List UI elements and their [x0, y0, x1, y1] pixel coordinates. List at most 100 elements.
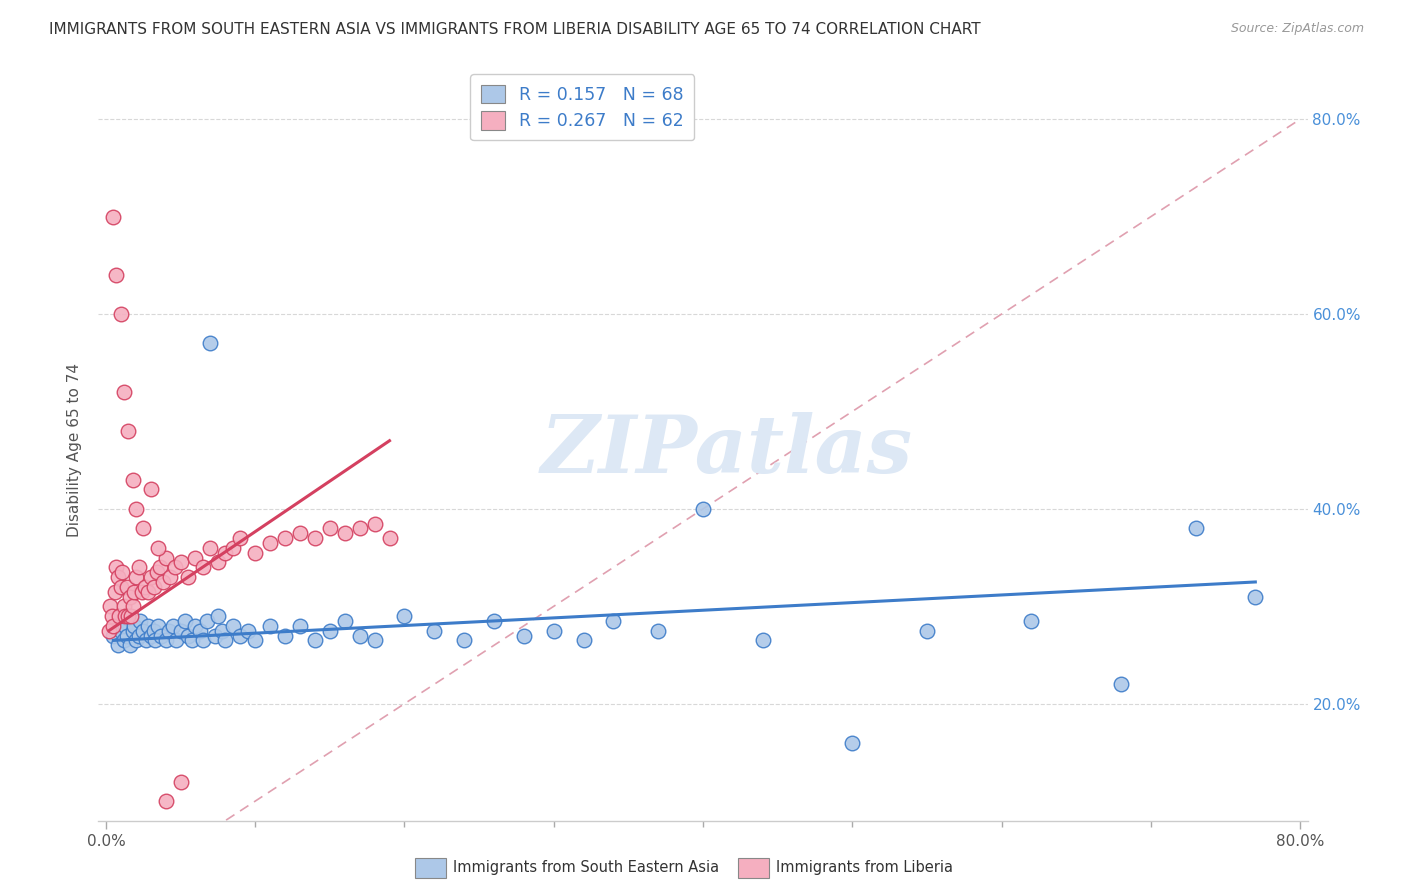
Point: [222, 619, 245, 633]
Point: [146, 541, 169, 555]
Point: [103, 628, 125, 642]
Point: [118, 638, 141, 652]
Point: [117, 609, 139, 624]
Point: [184, 550, 207, 565]
Point: [163, 560, 186, 574]
Point: [288, 619, 311, 633]
Point: [118, 590, 141, 604]
Point: [304, 531, 326, 545]
Point: [288, 526, 311, 541]
Point: [155, 794, 177, 808]
Text: Immigrants from South Eastern Asia: Immigrants from South Eastern Asia: [453, 861, 718, 875]
Point: [165, 633, 187, 648]
Point: [136, 584, 159, 599]
Point: [128, 560, 150, 574]
Point: [259, 619, 281, 633]
Point: [101, 609, 124, 624]
Point: [143, 633, 166, 648]
Point: [915, 624, 938, 638]
Point: [121, 473, 143, 487]
Point: [513, 628, 536, 642]
Point: [108, 609, 131, 624]
Point: [135, 633, 157, 648]
Point: [169, 556, 191, 570]
Point: [132, 521, 155, 535]
Point: [105, 619, 128, 633]
Point: [378, 531, 401, 545]
Point: [139, 628, 162, 642]
Point: [169, 624, 191, 638]
Point: [207, 556, 229, 570]
Text: Source: ZipAtlas.com: Source: ZipAtlas.com: [1230, 22, 1364, 36]
Point: [112, 599, 135, 614]
Point: [125, 570, 148, 584]
Point: [142, 624, 165, 638]
Text: Immigrants from Liberia: Immigrants from Liberia: [776, 861, 953, 875]
Point: [319, 521, 342, 535]
Point: [243, 633, 266, 648]
Point: [274, 531, 297, 545]
Point: [214, 546, 236, 560]
Point: [243, 546, 266, 560]
Point: [150, 628, 173, 642]
Point: [177, 628, 200, 642]
Point: [107, 570, 129, 584]
Point: [117, 609, 139, 624]
Point: [149, 560, 172, 574]
Point: [214, 633, 236, 648]
Point: [159, 570, 181, 584]
Point: [259, 536, 281, 550]
Point: [174, 614, 197, 628]
Point: [572, 633, 595, 648]
Point: [105, 560, 128, 574]
Point: [207, 609, 229, 624]
Point: [122, 584, 145, 599]
Point: [139, 570, 162, 584]
Point: [105, 268, 128, 282]
Point: [647, 624, 669, 638]
Point: [423, 624, 446, 638]
Point: [229, 531, 252, 545]
Point: [482, 614, 505, 628]
Point: [751, 633, 773, 648]
Point: [155, 633, 177, 648]
Point: [543, 624, 565, 638]
Point: [117, 424, 139, 438]
Point: [120, 609, 142, 624]
Point: [1184, 521, 1206, 535]
Point: [110, 580, 132, 594]
Point: [453, 633, 475, 648]
Point: [114, 619, 136, 633]
Point: [152, 574, 174, 589]
Point: [188, 624, 211, 638]
Point: [197, 614, 219, 628]
Point: [841, 736, 863, 750]
Point: [125, 502, 148, 516]
Point: [1244, 590, 1267, 604]
Point: [122, 619, 145, 633]
Point: [222, 541, 245, 555]
Point: [115, 580, 138, 594]
Point: [97, 624, 120, 638]
Point: [112, 384, 135, 399]
Point: [363, 516, 385, 531]
Point: [110, 624, 132, 638]
Point: [132, 624, 155, 638]
Point: [169, 774, 191, 789]
Point: [304, 633, 326, 648]
Point: [236, 624, 259, 638]
Point: [103, 210, 125, 224]
Point: [204, 628, 226, 642]
Point: [121, 599, 143, 614]
Point: [333, 614, 356, 628]
Point: [394, 609, 416, 624]
Point: [134, 580, 156, 594]
Point: [112, 633, 135, 648]
Text: ZIPatlas: ZIPatlas: [541, 412, 914, 489]
Point: [155, 550, 177, 565]
Point: [319, 624, 342, 638]
Point: [349, 521, 371, 535]
Point: [181, 633, 204, 648]
Point: [125, 633, 148, 648]
Point: [114, 609, 136, 624]
